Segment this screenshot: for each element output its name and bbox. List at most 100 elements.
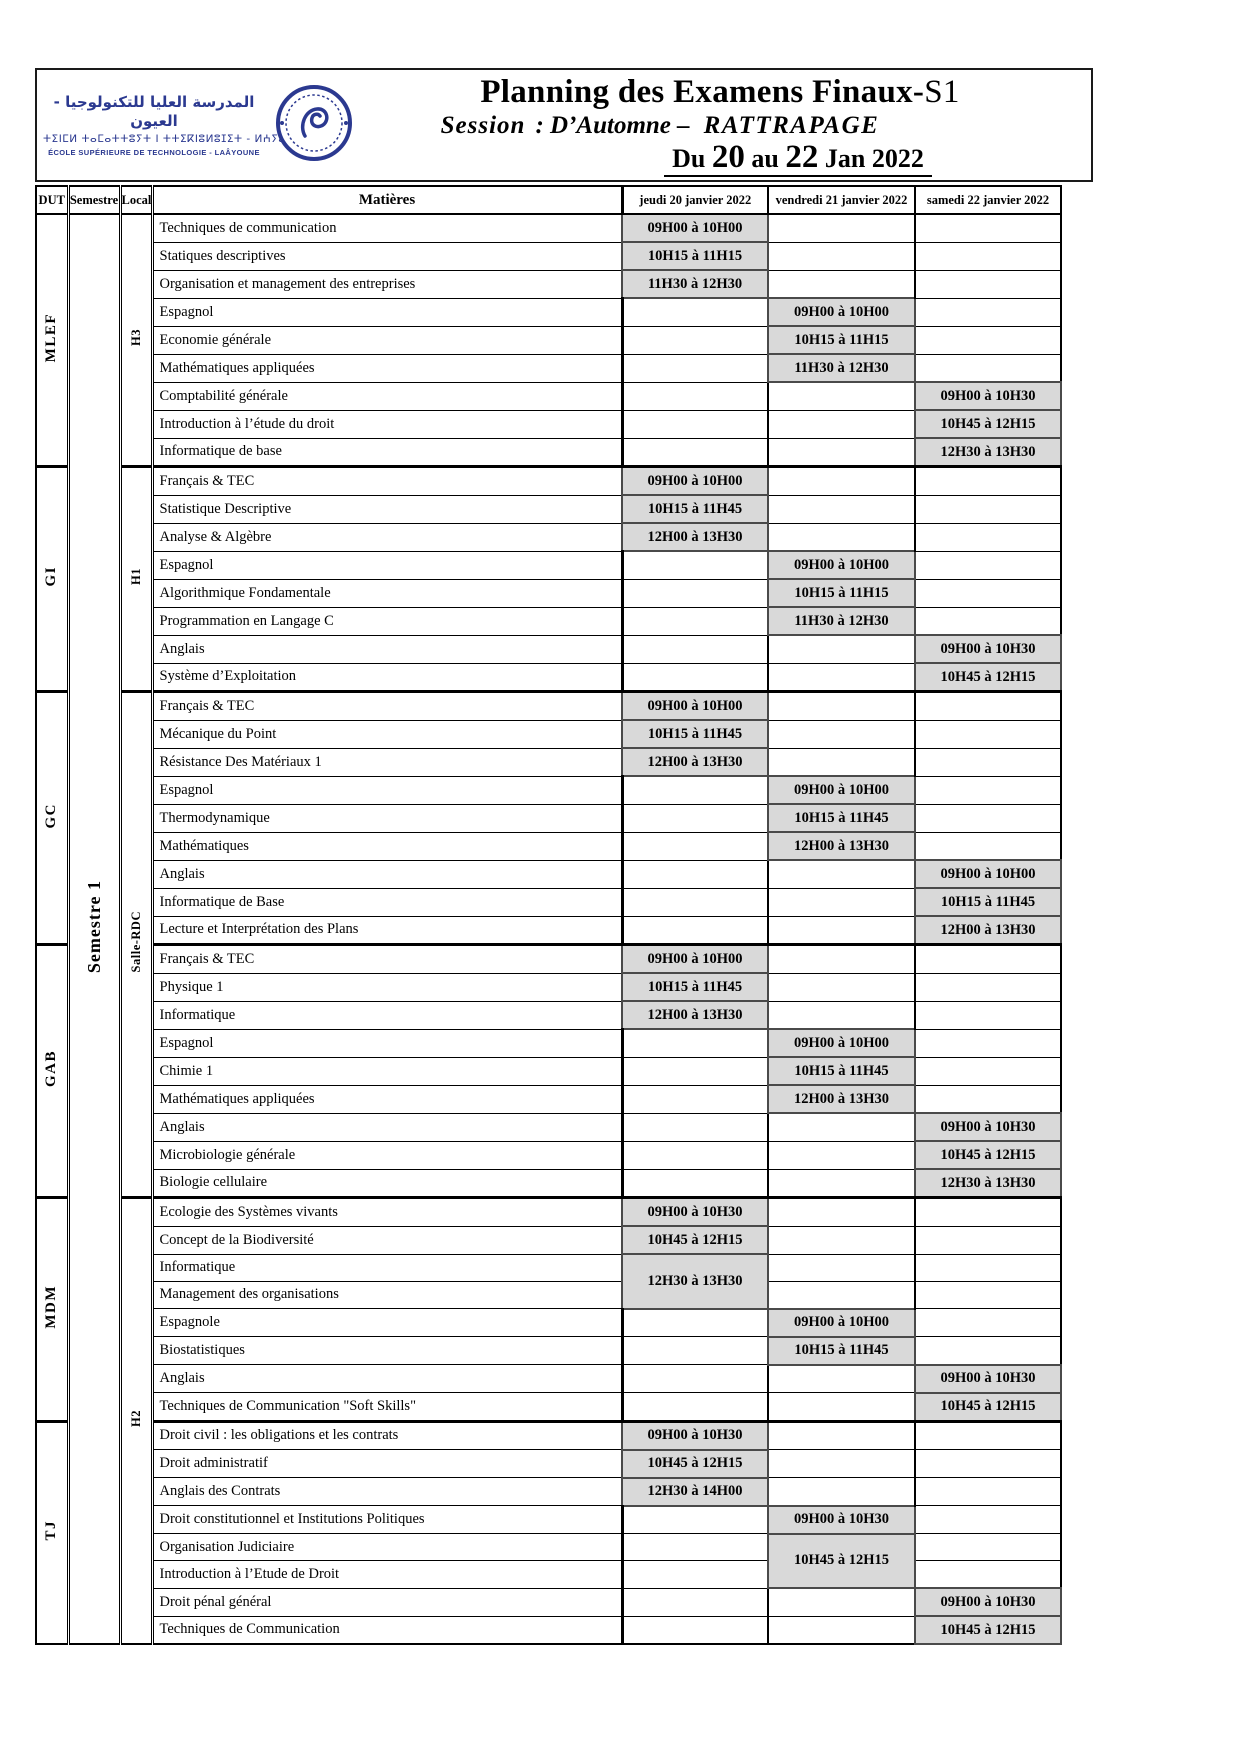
school-name-block: المدرسة العليا للتكنولوجيا - العيون ⵜⵉⵏⵎ… (43, 93, 290, 157)
exam-time-cell: 12H30 à 13H30 (621, 1253, 769, 1310)
exam-time-cell: 10H45 à 12H15 (914, 662, 1062, 693)
exam-time-cell: 12H00 à 13H30 (767, 1084, 916, 1114)
table-row: Microbiologie générale 10H45 à 12H15 (36, 1140, 1062, 1170)
table-row: Espagnole 09H00 à 10H00 (36, 1307, 1062, 1338)
table-row: Programmation en Langage C 11H30 à 12H30 (36, 606, 1062, 636)
empty-cell (620, 1084, 769, 1114)
matiere-cell: Mécanique du Point (150, 719, 623, 749)
exam-time-cell: 10H15 à 11H45 (914, 887, 1062, 917)
session-value: : D’Automne – (535, 112, 690, 139)
exam-time-cell: 11H30 à 12H30 (621, 269, 769, 299)
table-row: Informatique de Base 10H15 à 11H45 (36, 887, 1062, 917)
matiere-cell: Chimie 1 (150, 1056, 623, 1086)
exam-time-cell: 09H00 à 10H00 (767, 550, 916, 580)
matiere-cell: Espagnol (150, 775, 623, 805)
empty-cell (914, 803, 1062, 833)
empty-cell (767, 465, 916, 496)
empty-cell (767, 972, 916, 1002)
empty-cell (620, 634, 769, 664)
empty-cell (620, 662, 769, 692)
table-row: Système d’Exploitation 10H45 à 12H15 (36, 662, 1062, 693)
empty-cell (767, 1280, 916, 1309)
local-label: Salle-RDC (118, 690, 153, 1198)
table-row: MDM H2 Ecologie des Systèmes vivants 09H00 … (35, 1196, 1062, 1645)
empty-cell (914, 1000, 1062, 1030)
exam-time-cell: 09H00 à 10H30 (621, 1196, 769, 1227)
empty-cell (914, 1477, 1062, 1506)
table-row: GC Salle-RDC Français & TEC 09H00 à 10H00 (35, 690, 1062, 1198)
matiere-cell: Statistique Descriptive (150, 494, 623, 524)
exam-time-cell: 09H00 à 10H00 (621, 690, 769, 721)
matiere-cell: Techniques de Communication "Soft Skills… (150, 1392, 623, 1422)
exam-time-cell: 09H00 à 10H00 (767, 297, 916, 327)
empty-cell (620, 297, 769, 327)
matiere-cell: Techniques de Communication (150, 1615, 623, 1645)
exam-time-cell: 09H00 à 10H00 (767, 775, 916, 805)
school-logo: المدرسة العليا للتكنولوجيا - العيون ⵜⵉⵏⵎ… (43, 72, 355, 178)
matiere-cell: Programmation en Langage C (150, 606, 623, 636)
matiere-cell: Espagnole (150, 1308, 623, 1337)
empty-cell (767, 269, 916, 299)
table-row: Droit constitutionnel et Institutions Po… (36, 1504, 1062, 1535)
empty-cell (620, 1533, 769, 1561)
empty-cell (620, 1336, 769, 1365)
table-row: Anglais 09H00 à 10H00 (36, 859, 1062, 889)
exam-time-cell: 09H00 à 10H30 (914, 634, 1062, 664)
empty-cell (914, 1225, 1062, 1255)
matiere-cell: Droit pénal général (150, 1587, 623, 1617)
empty-cell (914, 1419, 1062, 1450)
matiere-cell: Anglais (150, 859, 623, 889)
table-row: Techniques de Communication 10H45 à 12H15 (36, 1615, 1062, 1645)
exam-time-cell: 12H00 à 13H30 (621, 1000, 769, 1030)
exam-time-cell: 12H00 à 13H30 (621, 522, 769, 552)
session-highlight: RATTRAPAGE (703, 112, 880, 139)
exam-time-cell: 10H15 à 11H15 (767, 578, 916, 608)
matiere-cell: Informatique (150, 1000, 623, 1030)
table-row: Introduction à l’étude du droit 10H45 à 1… (36, 409, 1062, 439)
table-row: Organisation Judiciaire 10H45 à 12H15 (36, 1532, 1062, 1589)
school-name-french: ÉCOLE SUPÉRIEURE DE TECHNOLOGIE - LAÂYOU… (48, 147, 260, 157)
matiere-cell: Anglais (150, 634, 623, 664)
col-header-day1: jeudi 20 janvier 2022 (620, 185, 769, 215)
empty-cell (914, 831, 1062, 861)
exam-time-cell: 11H30 à 12H30 (767, 606, 916, 636)
matiere-cell: Economie générale (150, 325, 623, 355)
empty-cell (620, 1615, 769, 1645)
empty-cell (914, 1253, 1062, 1282)
empty-cell (620, 887, 769, 917)
empty-cell (767, 747, 916, 777)
local-label: H3 (118, 213, 153, 467)
exam-time-cell: 12H30 à 14H00 (621, 1476, 769, 1507)
school-name-tifinagh: ⵜⵉⵏⵎⵍ ⵜⴰⵎⴰⵜⵜⵓⵢⵜ ⵏ ⵜⵜⵉⴽⵏⵓⵍⵓⵊⵉⵜ - ⵍⵄⵢⵓⵏ (43, 132, 290, 145)
exam-time-cell: 12H00 à 13H30 (767, 831, 916, 861)
matiere-cell: Concept de la Biodiversité (150, 1225, 623, 1255)
col-header-matieres: Matières (150, 185, 623, 215)
col-header-local: Local (118, 185, 153, 215)
exam-table-body: MLEF Semestre 1 H3 Techniques de communicat… (35, 213, 1062, 1645)
table-row: Chimie 1 10H15 à 11H45 (36, 1056, 1062, 1086)
empty-cell (914, 1280, 1062, 1309)
empty-cell (914, 1560, 1062, 1589)
table-row: Organisation et management des entrepris… (36, 269, 1062, 299)
matiere-cell: Thermodynamique (150, 803, 623, 833)
empty-cell (767, 1392, 916, 1422)
empty-cell (767, 915, 916, 945)
empty-cell (914, 690, 1062, 721)
exam-time-cell: 12H30 à 13H30 (914, 1168, 1062, 1199)
empty-cell (914, 325, 1062, 355)
date-range: Du 20 au 22 Jan 2022 (664, 140, 932, 177)
table-row: GI H1 Français & TEC 09H00 à 10H00 (35, 465, 1062, 692)
matiere-cell: Informatique de base (150, 437, 623, 467)
empty-cell (767, 1196, 916, 1227)
table-row: Espagnol 09H00 à 10H00 (36, 775, 1062, 805)
table-row: Anglais 09H00 à 10H30 (36, 634, 1062, 664)
matiere-cell: Français & TEC (150, 465, 623, 496)
exam-time-cell: 10H45 à 12H15 (914, 409, 1062, 439)
empty-cell (620, 381, 769, 411)
empty-cell (914, 972, 1062, 1002)
empty-cell (914, 1336, 1062, 1365)
empty-cell (767, 1140, 916, 1170)
matiere-cell: Biologie cellulaire (150, 1168, 623, 1198)
empty-cell (620, 353, 769, 383)
empty-cell (767, 1364, 916, 1393)
